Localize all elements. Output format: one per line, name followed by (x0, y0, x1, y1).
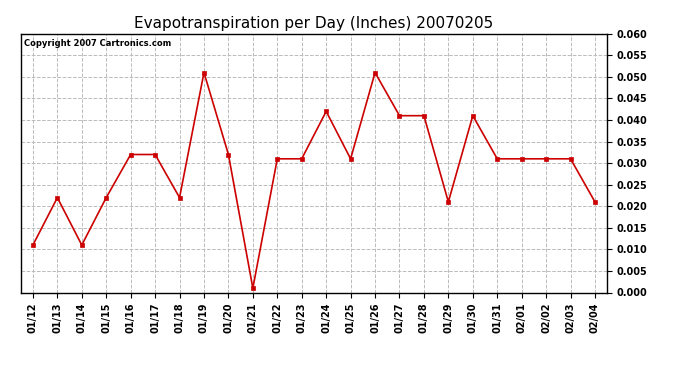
Text: Copyright 2007 Cartronics.com: Copyright 2007 Cartronics.com (23, 39, 171, 48)
Title: Evapotranspiration per Day (Inches) 20070205: Evapotranspiration per Day (Inches) 2007… (135, 16, 493, 31)
